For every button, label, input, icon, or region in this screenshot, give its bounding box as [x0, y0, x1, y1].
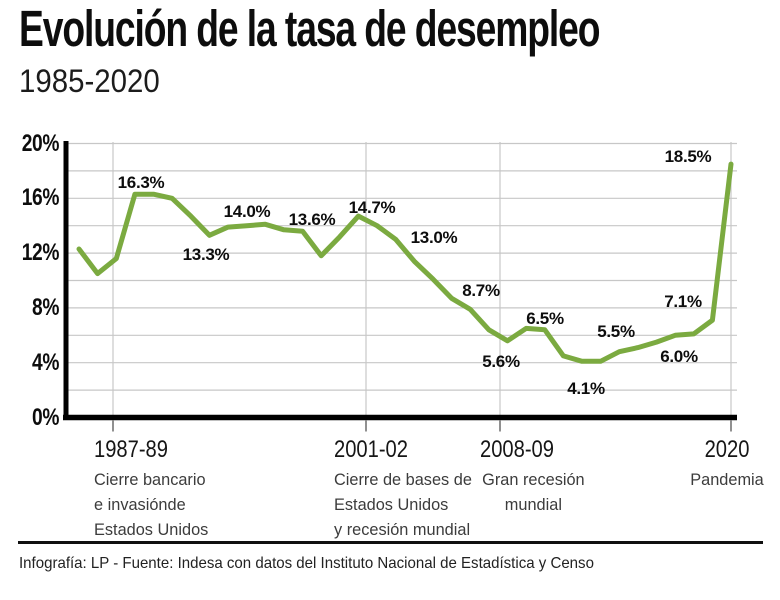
x-annotation-line: Gran recesión: [482, 470, 585, 489]
y-tick-label: 8%: [32, 293, 59, 321]
data-point-label: 5.6%: [482, 352, 520, 371]
y-tick-label: 20%: [21, 129, 60, 157]
x-annotation: 2020 Pandemia: [689, 437, 766, 492]
data-point-label: 7.1%: [664, 292, 702, 311]
footer-divider: [18, 541, 763, 544]
data-point-label: 6.0%: [660, 347, 698, 366]
x-annotation-description: Cierre de bases de Estados Unidos y recesi…: [334, 467, 478, 542]
x-annotation-line: Cierre bancario: [94, 470, 206, 489]
data-point-label: 14.0%: [223, 202, 271, 221]
x-annotation-line: y recesión mundial: [334, 520, 471, 539]
y-tick-label: 16%: [21, 184, 60, 212]
x-annotation: 2008-09 Gran recesión mundial: [480, 437, 587, 517]
x-annotation-year: 2001-02: [334, 436, 408, 463]
x-annotation-line: Estados Unidos: [334, 495, 449, 514]
x-annotation-line: Estados Unidos: [94, 520, 209, 539]
data-point-label: 18.5%: [664, 147, 712, 166]
page-title: Evolución de la tasa de desempleo: [19, 0, 601, 57]
data-point-label: 5.5%: [597, 322, 635, 341]
x-annotation-line: e invasiónde: [94, 495, 186, 514]
x-annotation-year: 1987-89: [94, 436, 168, 463]
data-point-label: 16.3%: [117, 173, 165, 192]
y-tick-label: 4%: [32, 348, 59, 376]
x-annotation-year: 2008-09: [480, 436, 554, 463]
x-annotation-line: Pandemia: [690, 470, 764, 489]
data-point-label: 6.5%: [526, 309, 564, 328]
unemployment-rate-line: [76, 161, 734, 364]
x-annotation-description: Cierre bancario e invasiónde Estados Unido…: [94, 467, 213, 542]
data-point-label: 13.6%: [288, 210, 336, 229]
x-annotation: 1987-89 Cierre bancario e invasiónde Estado…: [94, 437, 213, 542]
data-point-label: 4.1%: [567, 379, 605, 398]
y-tick-label: 0%: [32, 403, 59, 431]
data-point-label: 14.7%: [348, 198, 396, 217]
x-annotation-description: Pandemia: [689, 467, 766, 492]
source-credit: Infografía: LP - Fuente: Indesa con dato…: [19, 555, 594, 572]
data-point-label: 13.0%: [410, 228, 458, 247]
y-tick-label: 12%: [21, 239, 60, 267]
page-subtitle: 1985-2020: [19, 63, 160, 99]
x-annotation: 2001-02 Cierre de bases de Estados Unidos y…: [334, 437, 478, 542]
x-annotation-description: Gran recesión mundial: [480, 467, 587, 517]
data-point-label: 8.7%: [462, 281, 500, 300]
data-point-label: 13.3%: [182, 245, 230, 264]
x-annotation-line: mundial: [504, 495, 562, 514]
x-annotation-year: 2020: [704, 436, 750, 463]
x-annotation-line: Cierre de bases de: [334, 470, 472, 489]
